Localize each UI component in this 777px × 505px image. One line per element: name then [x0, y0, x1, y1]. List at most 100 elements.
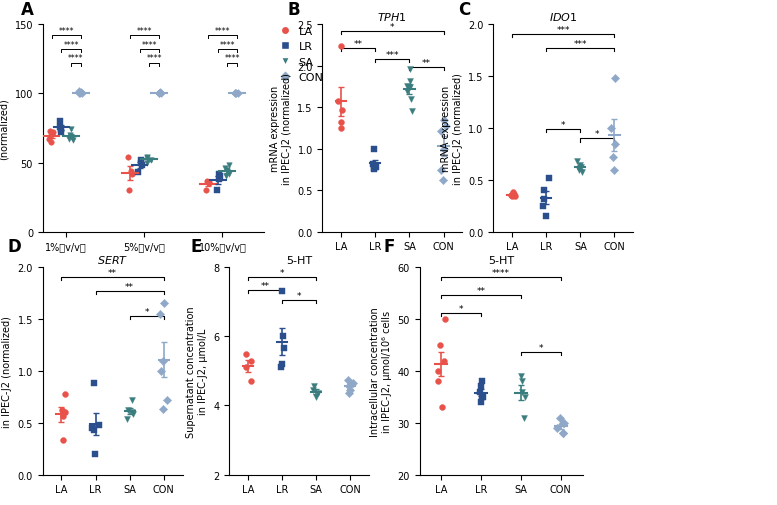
Point — [64, 126, 77, 134]
Text: **: ** — [422, 59, 431, 68]
Point — [141, 155, 154, 163]
Point — [213, 170, 225, 178]
Point — [55, 129, 68, 137]
Text: *: * — [561, 121, 566, 130]
Point — [608, 140, 621, 148]
Text: ****: **** — [220, 40, 235, 49]
Text: F: F — [384, 237, 395, 255]
Point — [309, 393, 322, 401]
Title: 5-HT: 5-HT — [286, 256, 312, 266]
Point — [141, 154, 153, 162]
Point — [121, 415, 134, 423]
Point — [437, 177, 449, 185]
Point — [244, 357, 256, 365]
Text: ****: **** — [225, 54, 240, 63]
Point — [431, 367, 444, 375]
Point — [135, 159, 148, 167]
Text: ****: **** — [146, 54, 162, 63]
Text: ****: **** — [141, 40, 157, 49]
Point — [214, 173, 226, 181]
Point — [538, 195, 550, 203]
Title: $\it{IDO1}$: $\it{IDO1}$ — [549, 11, 577, 23]
Text: B: B — [287, 1, 300, 19]
Point — [475, 398, 487, 406]
Point — [88, 426, 100, 434]
Point — [204, 180, 216, 188]
Point — [123, 187, 135, 195]
Point — [240, 350, 253, 358]
Point — [434, 127, 447, 135]
Point — [368, 165, 380, 173]
Text: ****: **** — [492, 269, 510, 277]
Point — [75, 89, 87, 97]
Point — [222, 162, 235, 170]
Y-axis label: mRNA expression
in IPEC-J2 (normalized): mRNA expression in IPEC-J2 (normalized) — [441, 73, 463, 185]
Point — [74, 90, 86, 98]
Text: **: ** — [260, 281, 270, 290]
Legend: LA, LR, SA, CON: LA, LR, SA, CON — [274, 27, 323, 83]
Point — [347, 379, 359, 387]
Y-axis label: mRNA expression
in IPEC-J2 (normalized): mRNA expression in IPEC-J2 (normalized) — [270, 73, 291, 185]
Point — [476, 378, 488, 386]
Point — [515, 372, 528, 380]
Point — [537, 203, 549, 211]
Point — [403, 78, 416, 86]
Point — [65, 134, 78, 142]
Point — [221, 166, 233, 174]
Point — [88, 380, 100, 388]
Point — [127, 411, 139, 419]
Point — [437, 357, 450, 365]
Text: *: * — [145, 308, 149, 316]
Point — [543, 174, 556, 182]
Point — [155, 90, 167, 98]
Text: A: A — [21, 1, 33, 19]
Point — [342, 376, 354, 384]
Point — [516, 388, 528, 396]
Point — [220, 173, 232, 181]
Point — [609, 75, 622, 83]
Point — [157, 357, 169, 365]
Point — [274, 364, 287, 372]
Point — [200, 187, 212, 195]
Point — [506, 193, 518, 201]
Point — [63, 136, 75, 144]
Y-axis label: Intracellular concentration
in IPEC-J2, μmol/10⁶ cells: Intracellular concentration in IPEC-J2, … — [371, 307, 392, 436]
Text: **: ** — [108, 268, 117, 277]
Point — [334, 125, 347, 133]
Point — [54, 123, 66, 131]
Text: E: E — [190, 237, 201, 255]
Point — [477, 393, 490, 401]
Point — [277, 333, 289, 341]
Text: **: ** — [354, 40, 363, 48]
Point — [605, 125, 618, 133]
Point — [229, 90, 242, 98]
Point — [538, 187, 550, 195]
Point — [368, 145, 381, 154]
Point — [608, 166, 620, 174]
Text: ****: **** — [137, 27, 152, 35]
Y-axis label: mRNA expression
in IPEC-J2 (normalized): mRNA expression in IPEC-J2 (normalized) — [0, 315, 12, 427]
Point — [370, 164, 382, 172]
Point — [554, 414, 566, 422]
Text: *: * — [595, 130, 600, 139]
Text: *: * — [297, 292, 301, 301]
Point — [434, 166, 447, 174]
Point — [276, 288, 288, 296]
Title: 5-HT: 5-HT — [488, 256, 514, 266]
Title: $\it{TPH1}$: $\it{TPH1}$ — [378, 11, 407, 23]
Point — [434, 341, 446, 349]
Point — [64, 132, 77, 140]
Y-axis label: Supernatant concentration
in IPEC-J2, μmol/L: Supernatant concentration in IPEC-J2, μm… — [186, 306, 207, 437]
Point — [131, 169, 144, 177]
Point — [92, 421, 105, 429]
Point — [574, 162, 587, 170]
Point — [134, 157, 147, 165]
Point — [135, 162, 148, 170]
Text: *: * — [538, 343, 543, 352]
Point — [406, 108, 418, 116]
Point — [161, 396, 173, 404]
Point — [507, 189, 519, 197]
Point — [75, 90, 88, 98]
Point — [277, 345, 290, 353]
Point — [474, 388, 486, 396]
